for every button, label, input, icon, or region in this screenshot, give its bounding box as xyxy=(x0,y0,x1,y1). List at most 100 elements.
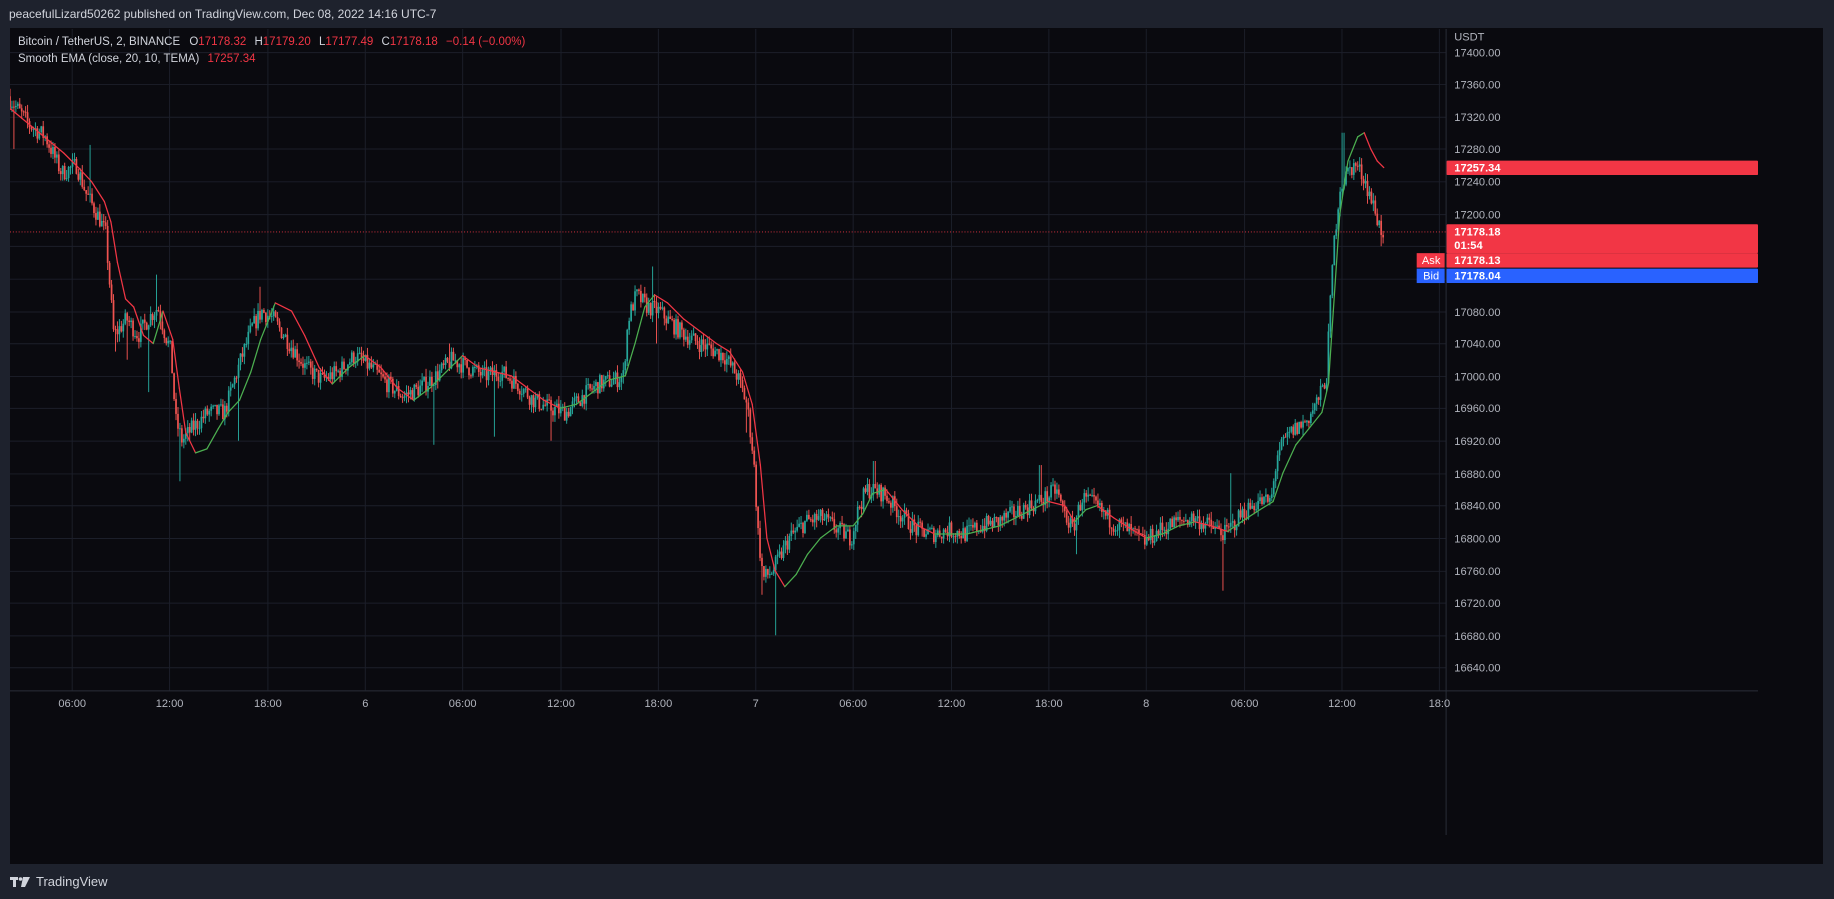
candle-body xyxy=(792,530,795,533)
time-tick-label: 06:00 xyxy=(58,698,86,710)
time-tick-label: 12:00 xyxy=(938,698,966,710)
candle-body xyxy=(860,506,863,510)
candle-body xyxy=(612,379,615,385)
ema-segment xyxy=(592,379,610,393)
ema-segment xyxy=(751,403,761,466)
price-axis-currency: USDT xyxy=(1454,32,1484,44)
candle-body xyxy=(599,375,601,394)
candle-body xyxy=(804,520,806,533)
candle-body xyxy=(139,323,142,342)
ema-segment xyxy=(1370,148,1378,162)
candle-body xyxy=(749,409,752,438)
candle-body xyxy=(850,544,853,546)
candle-body xyxy=(503,366,506,372)
candle-body xyxy=(153,315,156,321)
candle-body xyxy=(479,371,482,376)
candle-body xyxy=(1099,502,1101,506)
candle-body xyxy=(1050,485,1052,498)
candle-body xyxy=(1075,517,1078,531)
time-tick-label: 06:00 xyxy=(839,698,867,710)
candle-body xyxy=(669,316,672,320)
candle-body xyxy=(1149,528,1152,540)
ema-segment xyxy=(862,492,874,515)
candle-body xyxy=(1335,229,1338,236)
ema-segment xyxy=(133,306,145,336)
candle-body xyxy=(780,551,783,558)
candle-body xyxy=(1157,530,1160,535)
ema-segment xyxy=(461,355,480,369)
tradingview-logo-icon xyxy=(10,877,30,887)
candle-body xyxy=(311,367,314,379)
candle-body xyxy=(247,331,250,344)
candle-body xyxy=(382,374,384,377)
ema-segment xyxy=(38,132,65,154)
candle-body xyxy=(1097,500,1099,506)
candle-body xyxy=(663,307,666,319)
candle-body xyxy=(720,352,722,361)
candle-body xyxy=(155,310,158,316)
indicator-name[interactable]: Smooth EMA (close, 20, 10, TEMA) xyxy=(18,53,200,65)
ema-segment xyxy=(1357,132,1365,138)
candle-body xyxy=(784,540,787,546)
candle-body xyxy=(931,528,933,530)
candle-body xyxy=(1083,493,1086,503)
candle-body xyxy=(509,378,511,381)
footer-brand-text: TradingView xyxy=(36,874,108,889)
candle-body xyxy=(1354,163,1357,166)
chart-panel[interactable]: 17400.00 17360.00 17320.00 17280.00 17240.00… xyxy=(10,28,1823,864)
candle-body xyxy=(257,310,259,329)
candle-body xyxy=(891,496,894,508)
candle-body xyxy=(864,488,867,492)
candle-body xyxy=(57,154,60,172)
time-tick-label: 18:00 xyxy=(254,698,282,710)
candle-body xyxy=(1380,220,1383,235)
candle-body xyxy=(95,213,97,220)
candle-body xyxy=(1013,506,1015,518)
candle-body xyxy=(1298,421,1300,434)
symbol-name[interactable]: Bitcoin / TetherUS, 2, BINANCE xyxy=(18,36,181,48)
candle-body xyxy=(42,126,45,138)
candle-body xyxy=(98,211,101,227)
candle-body xyxy=(38,132,41,139)
candle-body xyxy=(542,404,545,410)
ema-segment xyxy=(178,387,187,434)
candle-body xyxy=(1370,191,1373,204)
candle-body xyxy=(923,528,925,537)
ema-segment xyxy=(142,334,154,345)
price-chart[interactable]: 17400.00 17360.00 17320.00 17280.00 17240.00… xyxy=(10,28,1758,836)
ema-segment xyxy=(380,367,399,389)
candle-body xyxy=(747,402,750,410)
candle-body xyxy=(589,384,591,389)
candle-body xyxy=(384,376,386,380)
candle-body xyxy=(319,373,322,383)
candle-body xyxy=(1278,449,1281,456)
candle-body xyxy=(1184,520,1187,522)
candle-body xyxy=(983,525,986,531)
candle-body xyxy=(304,363,306,368)
candle-body xyxy=(888,501,890,503)
ema-segment xyxy=(806,537,822,555)
candle-body xyxy=(11,106,13,108)
ema-segment xyxy=(10,107,40,134)
candle-body xyxy=(813,513,816,523)
candle-body xyxy=(511,380,513,389)
candle-body xyxy=(526,388,529,398)
candle-body xyxy=(1196,516,1199,519)
candle-body xyxy=(884,487,886,496)
ema-segment xyxy=(784,573,797,588)
candle-body xyxy=(768,574,771,576)
candle-body xyxy=(538,394,541,409)
candle-body xyxy=(993,517,996,528)
candle-body xyxy=(1239,510,1242,518)
candle-body xyxy=(981,525,984,532)
candle-body xyxy=(700,339,703,352)
candle-body xyxy=(999,516,1002,526)
candle-body xyxy=(1183,520,1185,522)
candle-body xyxy=(407,392,410,395)
ema-segment xyxy=(303,334,320,369)
candle-body xyxy=(507,377,509,379)
candle-body xyxy=(307,361,310,363)
candle-body xyxy=(595,382,597,386)
candle-body xyxy=(708,343,711,345)
candle-body xyxy=(63,165,66,180)
